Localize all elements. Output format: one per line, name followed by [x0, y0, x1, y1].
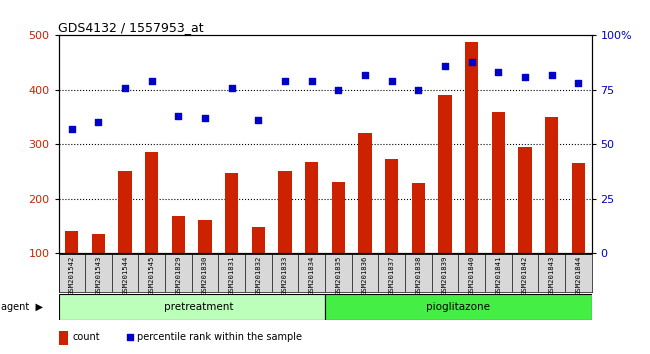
Bar — [325, 294, 592, 320]
Text: GSM201544: GSM201544 — [122, 256, 128, 295]
Bar — [278, 171, 292, 253]
Bar — [92, 234, 105, 253]
Point — [386, 78, 396, 84]
Bar — [378, 254, 405, 292]
Point — [333, 87, 343, 93]
Bar — [245, 254, 272, 292]
Point — [307, 78, 317, 84]
Bar — [538, 254, 565, 292]
Bar — [465, 42, 478, 253]
Text: GSM201840: GSM201840 — [469, 256, 474, 295]
Text: GSM201834: GSM201834 — [309, 256, 315, 295]
Text: pioglitazone: pioglitazone — [426, 302, 490, 312]
Point — [67, 126, 77, 132]
Text: GSM201841: GSM201841 — [495, 256, 501, 295]
Bar — [192, 254, 218, 292]
Bar — [491, 112, 505, 253]
Bar — [218, 254, 245, 292]
Bar — [405, 254, 432, 292]
Bar — [485, 254, 512, 292]
Text: GSM201835: GSM201835 — [335, 256, 341, 295]
Bar — [58, 294, 325, 320]
Bar — [298, 254, 325, 292]
Point — [280, 78, 291, 84]
Text: agent  ▶: agent ▶ — [1, 302, 44, 312]
Bar — [545, 117, 558, 253]
Bar — [252, 227, 265, 253]
Bar — [518, 147, 532, 253]
Bar — [138, 254, 165, 292]
Bar — [272, 254, 298, 292]
Point — [120, 85, 130, 91]
Text: GSM201542: GSM201542 — [69, 256, 75, 295]
Point — [227, 85, 237, 91]
Bar — [118, 171, 132, 253]
Bar — [352, 254, 378, 292]
Text: GSM201830: GSM201830 — [202, 256, 208, 295]
Bar — [512, 254, 538, 292]
Point — [173, 113, 184, 119]
Bar — [565, 254, 592, 292]
Text: GSM201842: GSM201842 — [522, 256, 528, 295]
Text: GSM201829: GSM201829 — [176, 256, 181, 295]
Text: GSM201831: GSM201831 — [229, 256, 235, 295]
Point — [254, 118, 264, 123]
Bar — [112, 254, 138, 292]
Bar — [358, 133, 372, 253]
Bar — [58, 254, 85, 292]
Text: GSM201838: GSM201838 — [415, 256, 421, 295]
Text: percentile rank within the sample: percentile rank within the sample — [137, 332, 302, 342]
Point — [520, 74, 530, 80]
Point — [573, 80, 584, 86]
Bar — [325, 254, 352, 292]
Text: pretreatment: pretreatment — [164, 302, 233, 312]
Text: GSM201545: GSM201545 — [149, 256, 155, 295]
Bar — [432, 254, 458, 292]
Bar — [145, 153, 159, 253]
Bar — [198, 221, 212, 253]
Text: GSM201839: GSM201839 — [442, 256, 448, 295]
Text: GSM201832: GSM201832 — [255, 256, 261, 295]
Text: GSM201543: GSM201543 — [96, 256, 101, 295]
Bar — [225, 172, 239, 253]
Text: GSM201836: GSM201836 — [362, 256, 368, 295]
Bar — [385, 160, 398, 253]
Point — [200, 115, 211, 121]
Bar — [305, 162, 318, 253]
Text: GDS4132 / 1557953_at: GDS4132 / 1557953_at — [58, 21, 204, 34]
Point — [547, 72, 557, 78]
Bar — [411, 183, 425, 253]
Bar — [172, 216, 185, 253]
Point — [147, 78, 157, 84]
Point — [467, 59, 477, 64]
Point — [439, 63, 450, 69]
Bar — [65, 232, 79, 253]
Bar — [165, 254, 192, 292]
Bar — [85, 254, 112, 292]
Bar — [332, 182, 345, 253]
Text: count: count — [73, 332, 101, 342]
Text: GSM201833: GSM201833 — [282, 256, 288, 295]
Point — [413, 87, 424, 93]
Point — [360, 72, 370, 78]
Point — [94, 120, 104, 125]
Bar — [571, 163, 585, 253]
Text: GSM201837: GSM201837 — [389, 256, 395, 295]
Bar — [458, 254, 485, 292]
Bar — [438, 95, 452, 253]
Text: GSM201844: GSM201844 — [575, 256, 581, 295]
Bar — [58, 331, 68, 345]
Text: GSM201843: GSM201843 — [549, 256, 554, 295]
Point — [125, 334, 136, 340]
Point — [493, 70, 504, 75]
